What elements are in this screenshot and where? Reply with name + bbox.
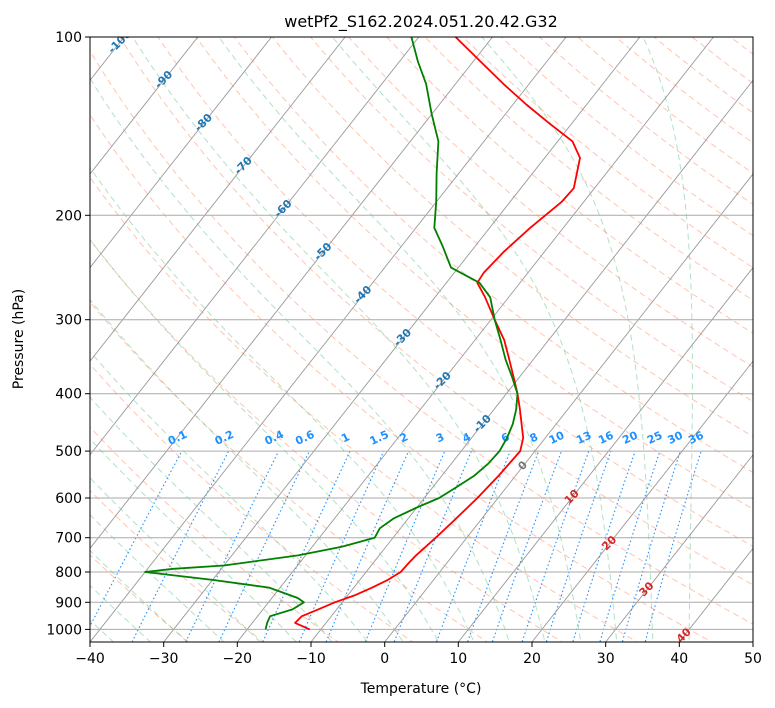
moist-adiabat bbox=[90, 396, 333, 642]
x-tick-label: −40 bbox=[75, 651, 105, 667]
moist-adiabat bbox=[132, 37, 546, 642]
moist-adiabat bbox=[642, 37, 693, 642]
y-tick-label: 700 bbox=[55, 531, 82, 547]
isotherm-line bbox=[310, 79, 753, 642]
y-tick-label: 1000 bbox=[46, 622, 82, 638]
dewpoint-profile bbox=[144, 37, 519, 630]
moist-adiabat bbox=[481, 37, 654, 642]
moist-adiabat bbox=[218, 37, 582, 642]
mixing-ratio-line bbox=[218, 450, 310, 642]
y-tick-label: 800 bbox=[55, 565, 82, 581]
moist-adiabat bbox=[90, 549, 188, 642]
dry-adiabat bbox=[90, 238, 564, 642]
dry-adiabat bbox=[271, 37, 753, 438]
dry-adiabat bbox=[424, 37, 753, 301]
isotherm-line bbox=[90, 37, 272, 269]
mixing-ratio-line bbox=[572, 450, 636, 642]
dry-adiabat bbox=[157, 37, 753, 548]
isotherm-line bbox=[90, 37, 420, 456]
dry-adiabat bbox=[90, 489, 265, 642]
mixing-ratio-line bbox=[545, 450, 612, 642]
y-tick-label: 400 bbox=[55, 387, 82, 403]
isotherm-line bbox=[384, 173, 753, 642]
y-tick-label: 100 bbox=[55, 30, 82, 46]
isotherm-line bbox=[605, 454, 753, 642]
y-axis-label: Pressure (hPa) bbox=[11, 289, 27, 389]
temperature-profile bbox=[294, 37, 581, 631]
moist-adiabat bbox=[90, 77, 510, 642]
mixing-ratio-line bbox=[491, 450, 563, 642]
moist-adiabat bbox=[331, 37, 618, 642]
x-tick-label: −30 bbox=[149, 651, 179, 667]
x-tick-label: −10 bbox=[296, 651, 326, 667]
chart-title: wetPf2_S162.2024.051.20.42.G32 bbox=[284, 12, 558, 32]
plot-frame bbox=[89, 36, 754, 643]
dry-adiabat bbox=[90, 176, 639, 642]
isotherm-line bbox=[163, 37, 641, 642]
moist-adiabat bbox=[90, 438, 297, 642]
isotherm-line bbox=[90, 37, 567, 642]
moist-adiabat bbox=[90, 477, 261, 642]
x-tick-label: 30 bbox=[597, 651, 615, 667]
mixing-ratio-line bbox=[599, 450, 661, 642]
moist-adiabat bbox=[90, 584, 152, 642]
x-tick-label: 0 bbox=[380, 651, 389, 667]
y-tick-label: 200 bbox=[55, 208, 82, 224]
isotherm-line bbox=[457, 266, 753, 642]
isotherm-line bbox=[236, 37, 714, 642]
mixing-ratio-label: 10 bbox=[547, 429, 567, 447]
y-tick-label: 500 bbox=[55, 444, 82, 460]
isotherm-line bbox=[90, 37, 199, 175]
mixing-ratio-label: 16 bbox=[596, 429, 616, 447]
mixing-ratio-label: 30 bbox=[666, 429, 686, 447]
mixing-ratio-label: 13 bbox=[574, 429, 593, 447]
mixing-ratio-label: 25 bbox=[645, 429, 664, 447]
x-tick-label: 20 bbox=[523, 651, 541, 667]
moist-adiabat bbox=[90, 238, 439, 642]
x-tick-label: 10 bbox=[449, 651, 467, 667]
x-tick-label: 40 bbox=[670, 651, 688, 667]
dry-adiabat bbox=[90, 426, 340, 642]
mixing-ratio-line bbox=[621, 450, 681, 642]
mixing-ratio-label: 20 bbox=[620, 429, 640, 447]
moist-adiabat bbox=[90, 166, 475, 642]
moist-adiabat bbox=[90, 514, 225, 642]
mixing-ratio-line bbox=[262, 450, 351, 642]
x-axis-label: Temperature (°C) bbox=[360, 681, 482, 697]
mixing-ratio-label: 36 bbox=[686, 429, 706, 447]
y-tick-label: 900 bbox=[55, 595, 82, 611]
mixing-ratio-line bbox=[90, 450, 183, 628]
isotherm-line bbox=[90, 37, 493, 550]
x-tick-label: 50 bbox=[744, 651, 762, 667]
isotherm-line bbox=[531, 360, 753, 642]
dry-adiabat bbox=[386, 37, 753, 334]
moist-adiabat bbox=[90, 298, 404, 642]
dry-adiabat bbox=[90, 363, 414, 642]
x-tick-label: −20 bbox=[223, 651, 253, 667]
mixing-ratio-line bbox=[644, 450, 702, 642]
y-tick-label: 600 bbox=[55, 491, 82, 507]
mixing-ratio-line bbox=[393, 450, 472, 642]
y-tick-label: 300 bbox=[55, 313, 82, 329]
isotherm-line bbox=[90, 37, 346, 362]
